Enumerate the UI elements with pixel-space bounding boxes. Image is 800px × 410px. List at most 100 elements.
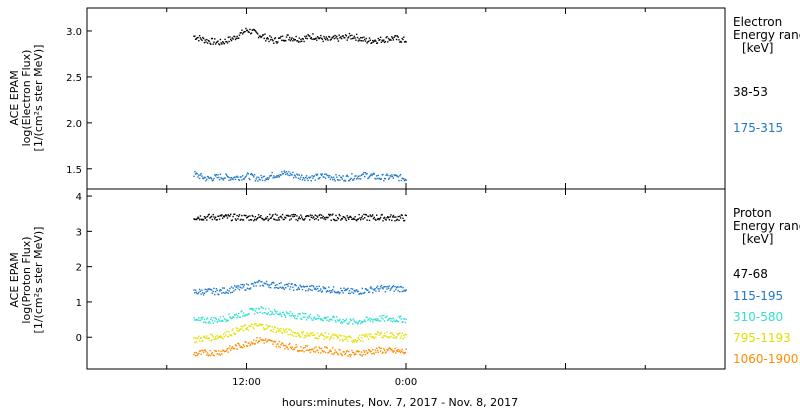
point-proton-3 bbox=[254, 322, 257, 325]
point-electron-1 bbox=[403, 178, 405, 180]
point-proton-1 bbox=[361, 287, 363, 290]
point-proton-0 bbox=[331, 214, 333, 216]
point-proton-0 bbox=[275, 219, 277, 221]
point-proton-3 bbox=[362, 340, 364, 342]
point-proton-0 bbox=[354, 216, 356, 218]
point-electron-0 bbox=[248, 31, 250, 33]
point-electron-1 bbox=[194, 170, 196, 173]
point-electron-0 bbox=[296, 40, 298, 42]
point-electron-1 bbox=[309, 177, 311, 179]
point-proton-2 bbox=[243, 314, 245, 316]
point-proton-4 bbox=[201, 349, 203, 352]
point-proton-2 bbox=[326, 319, 328, 321]
point-electron-0 bbox=[390, 39, 392, 41]
electron-legend-title-1: Electron bbox=[733, 15, 782, 29]
point-electron-1 bbox=[253, 176, 255, 178]
point-proton-2 bbox=[323, 317, 325, 319]
point-electron-0 bbox=[273, 42, 275, 44]
point-proton-2 bbox=[234, 314, 236, 316]
point-electron-1 bbox=[352, 179, 354, 181]
point-proton-0 bbox=[238, 214, 241, 216]
point-electron-0 bbox=[319, 37, 321, 39]
point-proton-0 bbox=[245, 214, 247, 217]
point-proton-1 bbox=[309, 289, 312, 291]
point-proton-4 bbox=[285, 344, 287, 347]
point-electron-0 bbox=[250, 33, 252, 35]
point-proton-1 bbox=[360, 293, 363, 295]
point-proton-3 bbox=[198, 340, 201, 342]
point-proton-0 bbox=[341, 218, 344, 220]
point-proton-3 bbox=[276, 330, 278, 332]
point-proton-3 bbox=[334, 334, 336, 336]
point-electron-1 bbox=[354, 175, 356, 177]
point-proton-2 bbox=[324, 317, 327, 320]
point-proton-3 bbox=[203, 335, 206, 337]
point-proton-2 bbox=[250, 307, 253, 310]
point-proton-3 bbox=[242, 330, 245, 332]
point-electron-0 bbox=[367, 41, 369, 43]
point-proton-0 bbox=[364, 213, 367, 216]
point-electron-0 bbox=[222, 41, 224, 43]
proton-legend-title-1: Proton bbox=[733, 206, 772, 220]
point-proton-3 bbox=[235, 327, 237, 329]
point-proton-3 bbox=[306, 332, 308, 334]
point-electron-0 bbox=[227, 36, 229, 38]
point-proton-4 bbox=[391, 348, 393, 350]
point-proton-0 bbox=[367, 215, 369, 217]
point-electron-1 bbox=[196, 173, 198, 175]
point-proton-3 bbox=[218, 335, 221, 337]
point-electron-1 bbox=[243, 178, 245, 180]
point-electron-1 bbox=[253, 174, 256, 176]
electron-ylabel: ACE EPAM log(Electron Flux) [1/(cm²s ste… bbox=[8, 45, 45, 152]
point-proton-1 bbox=[292, 286, 294, 288]
point-electron-1 bbox=[269, 175, 272, 177]
point-electron-0 bbox=[214, 43, 217, 45]
point-proton-3 bbox=[351, 340, 353, 342]
point-electron-0 bbox=[357, 40, 359, 42]
point-proton-3 bbox=[348, 335, 351, 337]
point-proton-0 bbox=[265, 217, 267, 219]
point-electron-0 bbox=[268, 40, 270, 43]
point-proton-2 bbox=[287, 312, 289, 315]
point-proton-3 bbox=[308, 333, 310, 336]
point-proton-4 bbox=[352, 351, 354, 354]
point-proton-1 bbox=[248, 288, 250, 290]
point-electron-1 bbox=[211, 180, 214, 182]
point-proton-1 bbox=[257, 281, 259, 284]
point-proton-0 bbox=[294, 214, 296, 216]
point-electron-0 bbox=[210, 43, 212, 45]
point-proton-2 bbox=[253, 313, 256, 315]
point-proton-3 bbox=[250, 325, 252, 327]
point-proton-1 bbox=[206, 288, 208, 291]
point-proton-0 bbox=[387, 216, 390, 219]
point-proton-0 bbox=[287, 214, 289, 217]
point-proton-0 bbox=[391, 216, 394, 218]
point-proton-4 bbox=[250, 343, 252, 345]
point-electron-0 bbox=[247, 31, 249, 33]
point-proton-0 bbox=[251, 214, 253, 217]
point-proton-3 bbox=[347, 340, 349, 342]
point-proton-4 bbox=[332, 347, 334, 349]
point-electron-0 bbox=[402, 38, 404, 41]
point-proton-2 bbox=[395, 320, 397, 323]
point-proton-0 bbox=[376, 218, 379, 221]
point-electron-0 bbox=[279, 37, 281, 39]
point-proton-1 bbox=[311, 289, 313, 292]
point-proton-4 bbox=[210, 355, 212, 357]
point-proton-2 bbox=[361, 321, 363, 324]
point-proton-1 bbox=[274, 284, 277, 287]
point-electron-0 bbox=[280, 35, 282, 38]
point-electron-0 bbox=[273, 38, 276, 40]
point-proton-0 bbox=[379, 216, 382, 219]
legend-entry-proton-3: 795-1193 bbox=[733, 331, 791, 345]
point-proton-1 bbox=[309, 285, 311, 288]
point-proton-4 bbox=[328, 351, 330, 354]
point-electron-1 bbox=[194, 173, 197, 175]
point-proton-1 bbox=[398, 286, 400, 288]
point-proton-1 bbox=[218, 293, 220, 296]
point-proton-0 bbox=[395, 216, 397, 218]
point-proton-2 bbox=[337, 320, 340, 322]
point-electron-1 bbox=[234, 176, 236, 178]
point-proton-1 bbox=[284, 284, 286, 286]
point-proton-4 bbox=[240, 345, 242, 348]
